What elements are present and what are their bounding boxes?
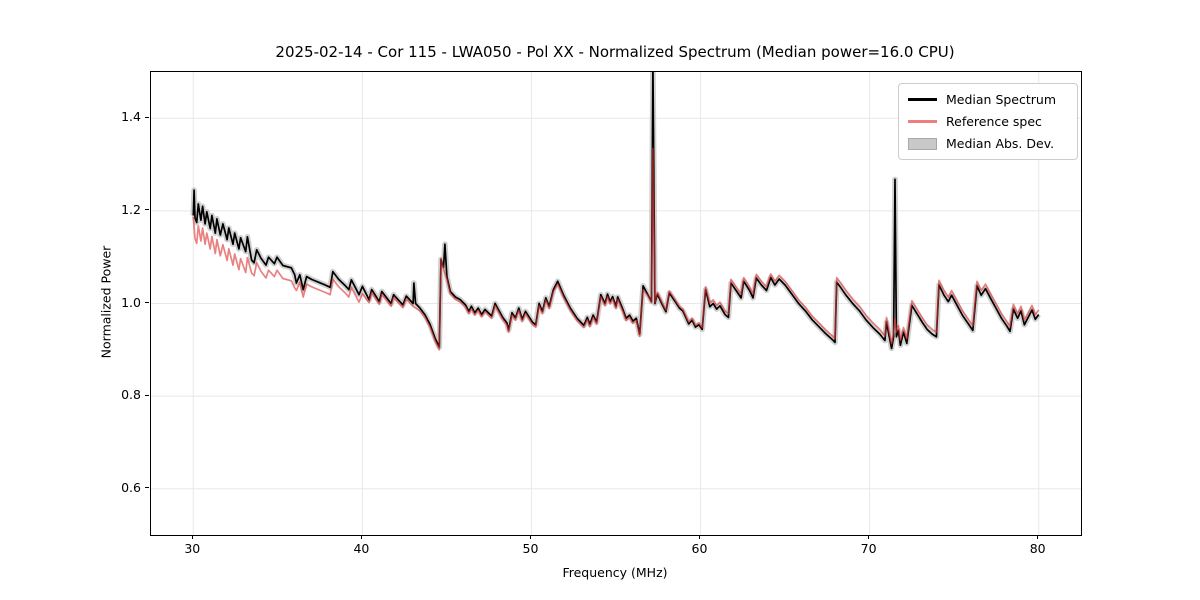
legend-item-median: Median Spectrum	[908, 92, 1068, 107]
legend-label-median: Median Spectrum	[946, 92, 1057, 107]
y-tick	[145, 116, 149, 118]
y-tick-label: 1.4	[121, 109, 141, 125]
reference-line-swatch	[908, 120, 937, 123]
x-tick-label: 70	[860, 541, 877, 556]
y-tick-label: 0.8	[121, 387, 141, 403]
x-tick	[191, 535, 193, 539]
y-tick	[145, 209, 149, 211]
reference-spec-line	[192, 147, 1040, 351]
x-tick	[360, 535, 362, 539]
legend-item-mad: Median Abs. Dev.	[908, 136, 1068, 151]
x-tick-label: 60	[691, 541, 708, 556]
y-tick	[145, 302, 149, 303]
x-tick-label: 80	[1029, 541, 1046, 556]
mad-patch-swatch	[908, 137, 937, 150]
y-tick	[145, 487, 149, 489]
plot-area: Median Spectrum Reference spec Median Ab…	[150, 71, 1082, 536]
x-axis-label: Frequency (MHz)	[562, 565, 668, 580]
legend-label-reference: Reference spec	[946, 114, 1042, 129]
chart-title: 2025-02-14 - Cor 115 - LWA050 - Pol XX -…	[275, 43, 955, 61]
x-tick	[530, 535, 531, 539]
y-tick-label: 1.0	[121, 294, 141, 310]
x-tick-label: 40	[353, 541, 370, 556]
legend-item-reference: Reference spec	[908, 114, 1068, 129]
x-tick	[868, 535, 870, 539]
x-tick-label: 30	[184, 541, 201, 556]
legend: Median Spectrum Reference spec Median Ab…	[898, 83, 1078, 160]
y-tick-label: 1.2	[121, 201, 141, 217]
y-tick-label: 0.6	[121, 479, 141, 495]
x-tick-label: 50	[522, 541, 539, 556]
x-tick	[699, 535, 700, 539]
y-tick	[145, 394, 149, 396]
legend-label-mad: Median Abs. Dev.	[946, 136, 1055, 151]
x-tick	[1037, 535, 1039, 539]
median-line-swatch	[908, 98, 937, 101]
